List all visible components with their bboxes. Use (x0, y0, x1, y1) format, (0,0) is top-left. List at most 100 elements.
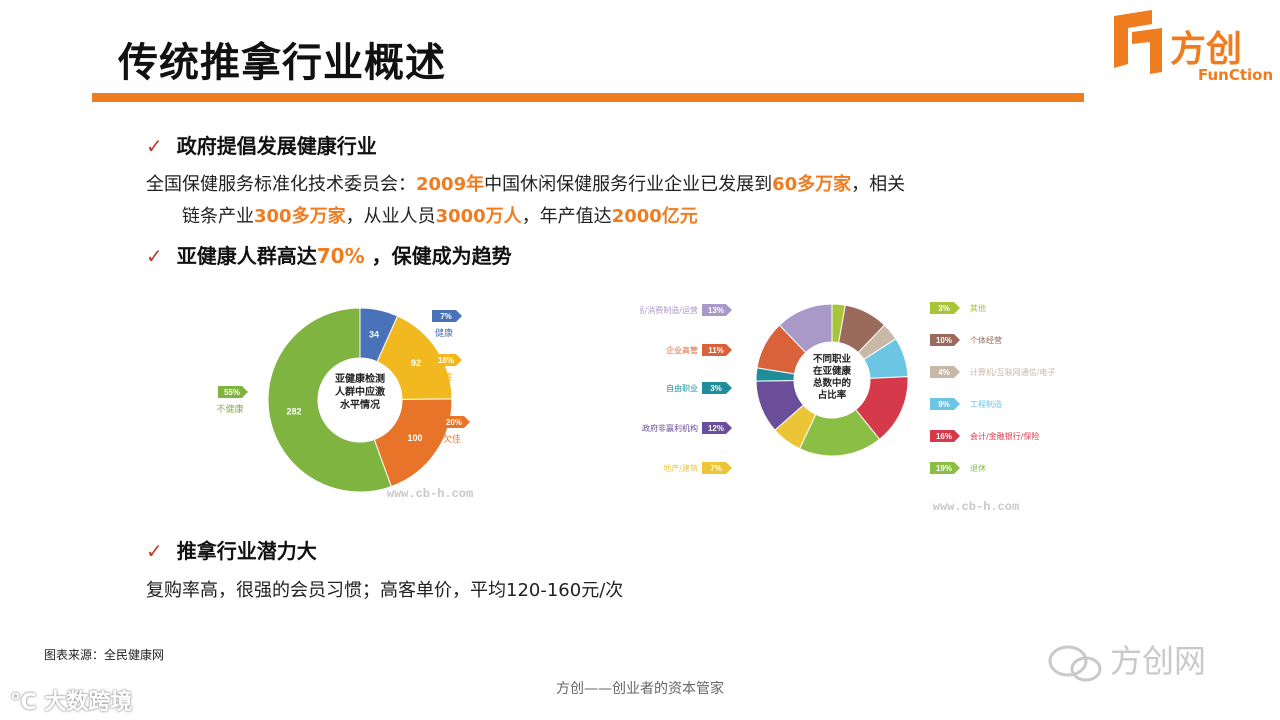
slice-name-label: 个体经营 (970, 335, 1002, 345)
slice-percent-label: 3% (710, 384, 722, 393)
slice-percent-label: 13% (708, 306, 724, 315)
slice-name-label: 退休 (970, 463, 986, 473)
check-icon: ✓ (146, 134, 163, 158)
check-icon: ✓ (146, 244, 163, 268)
donut-slice (778, 303, 833, 354)
slice-percent-label: 10% (936, 336, 952, 345)
slice-percent-label: 3% (938, 304, 950, 313)
slice-percent-label: 4% (938, 368, 950, 377)
slice-percent-label: 9% (938, 400, 950, 409)
watermark-left-icon: ℃ (10, 690, 37, 715)
legend-tag: 4% (930, 366, 960, 378)
donut-slice (376, 315, 453, 400)
body-line-1: 全国保健服务标准化技术委员会：2009年中国休闲保健服务行业企业已发展到60多万… (146, 170, 905, 196)
bullet-heading: 推拿行业潜力大 (176, 539, 317, 563)
slice-percent-label: 12% (708, 424, 724, 433)
chart-center-title: 总数中的 (813, 377, 852, 389)
slice-name-label: 不健康 (216, 403, 243, 415)
chart-source: 图表来源：全民健康网 (44, 648, 165, 662)
title-underline (92, 93, 1084, 102)
body-line-3: 复购率高，很强的会员习惯；高客单价，平均120-160元/次 (146, 580, 624, 601)
slice-name-label: 地产/建筑 (663, 463, 698, 473)
slice-name-label: 工程制造 (970, 399, 1002, 409)
legend-tag: 7% (702, 462, 732, 474)
watermark-left-text: 大数跨境 (44, 690, 133, 715)
text-span: 链条产业 (182, 206, 254, 227)
chart-center-title: 占比率 (818, 389, 847, 401)
slice-percent-label: 7% (440, 312, 452, 321)
slice-name-label: 企业高管 (666, 345, 698, 355)
highlight-span: 60多万家 (772, 174, 852, 195)
slice-percent-label: 11% (708, 346, 724, 355)
slice-percent-label: 20% (446, 418, 462, 427)
text-span: ，年产值达 (521, 206, 612, 227)
bullet-potential: ✓ 推拿行业潜力大 (146, 535, 317, 564)
slice-name-label: 其他 (970, 303, 986, 313)
slice-name-label: 自由职业 (666, 383, 698, 393)
legend-tag: 20% (440, 416, 470, 428)
legend-tag: 12% (702, 422, 732, 434)
legend-tag: 7% (432, 310, 462, 322)
legend-tag: 19% (930, 462, 960, 474)
slice-percent-label: 19% (936, 464, 952, 473)
slice-percent-label: 7% (710, 464, 722, 473)
wechat-icon (1048, 645, 1102, 682)
legend-tag: 11% (702, 344, 732, 356)
donut-slice (373, 398, 453, 488)
slice-value-label: 282 (286, 407, 301, 417)
bullet-heading-tail: ，保健成为趋势 (364, 244, 512, 268)
text-span: 全国保健服务标准化技术委员会： (146, 174, 416, 195)
chart-center-title: 人群中应激 (335, 385, 385, 398)
slice-name-label: 良性 (435, 371, 453, 383)
chart-center-title: 亚健康检测 (335, 372, 385, 385)
donut-slice (267, 307, 392, 493)
legend-tag: 18% (432, 354, 462, 366)
legend-tag: 10% (930, 334, 960, 346)
slice-name-label: 健康 (435, 327, 453, 339)
slice-name-label: 会计/金融银行/保险 (970, 431, 1039, 441)
text-span: ，从业人员 (345, 206, 436, 227)
slice-percent-label: 55% (224, 388, 240, 397)
slice-name-label: 欠佳 (443, 433, 461, 445)
slice-name-label: 贸易/消费制造/运营 (640, 305, 698, 315)
slice-name-label: 政府非赢利机构 (642, 423, 698, 433)
chart-occupation: 不同职业 在亚健康 总数中的 占比率 3% 其他 10% 个体经营 4% 计算机/互联网通信/电子… (629, 292, 1060, 526)
logo-text-en: FunCtion (1198, 66, 1274, 84)
bullet-government: ✓ 政府提倡发展健康行业 (146, 130, 377, 159)
slice-percent-label: 18% (438, 356, 454, 365)
watermark-right: 方创网 (1046, 636, 1206, 683)
highlight-span: 2009年 (416, 174, 485, 195)
chart-center-title: 在亚健康 (813, 365, 852, 377)
legend-tag: 13% (702, 304, 732, 316)
slice-value-label: 92 (411, 358, 421, 368)
chart-watermark: www.cb-h.com (387, 487, 473, 501)
bullet-heading: 政府提倡发展健康行业 (176, 134, 377, 158)
highlight-span: 2000亿元 (611, 206, 698, 227)
legend-tag: 16% (930, 430, 960, 442)
legend-tag: 3% (930, 302, 960, 314)
logo-mark-icon (1114, 10, 1162, 74)
text-span: 中国休闲保健服务行业企业已发展到 (484, 174, 773, 195)
donut-hole (795, 343, 869, 417)
logo-text-cn: 方创 (1170, 29, 1243, 70)
page-title: 传统推拿行业概述 (118, 40, 446, 86)
highlight-span: 300多万家 (254, 206, 346, 227)
chart-watermark: www.cb-h.com (933, 500, 1019, 514)
body-line-2: 链条产业300多万家，从业人员3000万人，年产值达2000亿元 (182, 202, 698, 228)
bullet-subhealth: ✓ 亚健康人群高达70% ，保健成为趋势 (146, 240, 512, 269)
slice-value-label: 34 (369, 329, 379, 339)
slice-percent-label: 16% (936, 432, 952, 441)
legend-tag: 9% (930, 398, 960, 410)
slice-value-label: 100 (408, 433, 423, 443)
legend-tag: 55% (218, 386, 248, 398)
check-icon: ✓ (146, 539, 163, 563)
watermark-right-text: 方创网 (1110, 642, 1207, 680)
footer-tagline: 方创——创业者的资本管家 (556, 681, 724, 697)
chart-center-title: 不同职业 (813, 353, 852, 365)
highlight-span: 70% (316, 244, 365, 268)
text-span: ，相关 (851, 174, 906, 195)
legend-tag: 3% (702, 382, 732, 394)
highlight-span: 3000万人 (435, 206, 522, 227)
